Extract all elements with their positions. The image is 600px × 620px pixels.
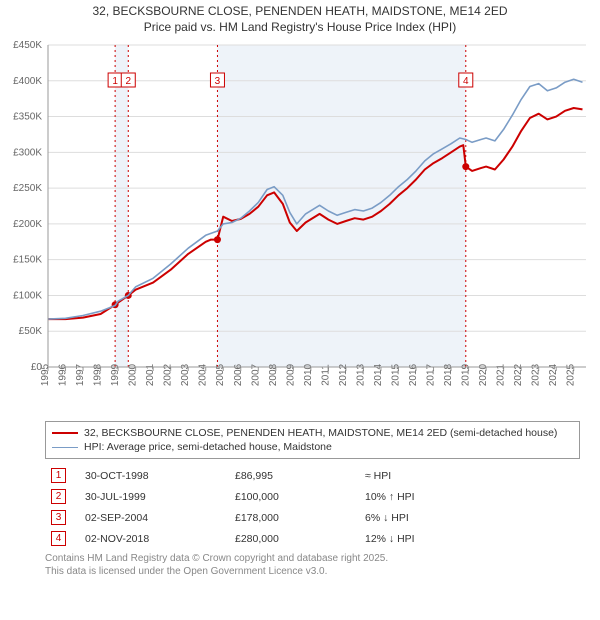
event-marker: 3 xyxy=(51,510,66,525)
event-date: 02-NOV-2018 xyxy=(79,528,229,549)
event-price: £86,995 xyxy=(229,465,359,486)
legend-swatch xyxy=(52,432,78,434)
y-tick-label: £350K xyxy=(13,112,42,123)
marker-badge-number: 4 xyxy=(463,76,469,87)
event-price: £280,000 xyxy=(229,528,359,549)
event-marker: 2 xyxy=(51,489,66,504)
y-tick-label: £200K xyxy=(13,219,42,230)
title-line-2: Price paid vs. HM Land Registry's House … xyxy=(6,20,594,36)
title-line-1: 32, BECKSBOURNE CLOSE, PENENDEN HEATH, M… xyxy=(6,4,594,20)
event-row: 1 30-OCT-1998£86,995≈ HPI xyxy=(45,465,580,486)
legend-swatch xyxy=(52,447,78,448)
marker-badge-number: 3 xyxy=(215,76,221,87)
y-tick-label: £150K xyxy=(13,255,42,266)
event-marker-cell: 4 xyxy=(45,528,79,549)
y-tick-label: £400K xyxy=(13,76,42,87)
series-dot xyxy=(462,163,469,170)
footer-line-1: Contains HM Land Registry data © Crown c… xyxy=(45,553,580,566)
series-dot xyxy=(214,236,221,243)
chart-area: £0£50K£100K£150K£200K£250K£300K£350K£400… xyxy=(0,37,600,417)
event-price: £178,000 xyxy=(229,507,359,528)
events-table: 1 30-OCT-1998£86,995≈ HPI 2 30-JUL-1999£100… xyxy=(45,465,580,549)
event-date: 02-SEP-2004 xyxy=(79,507,229,528)
event-row: 2 30-JUL-1999£100,00010% ↑ HPI xyxy=(45,486,580,507)
y-tick-label: £300K xyxy=(13,148,42,159)
event-date: 30-JUL-1999 xyxy=(79,486,229,507)
event-row: 3 02-SEP-2004£178,0006% ↓ HPI xyxy=(45,507,580,528)
event-marker-cell: 3 xyxy=(45,507,79,528)
event-marker: 4 xyxy=(51,531,66,546)
shaded-region xyxy=(115,45,128,367)
event-marker-cell: 1 xyxy=(45,465,79,486)
event-date: 30-OCT-1998 xyxy=(79,465,229,486)
y-tick-label: £50K xyxy=(19,326,43,337)
event-delta: 10% ↑ HPI xyxy=(359,486,580,507)
event-delta: ≈ HPI xyxy=(359,465,580,486)
footer-attribution: Contains HM Land Registry data © Crown c… xyxy=(45,553,580,578)
legend-item: HPI: Average price, semi-detached house,… xyxy=(52,440,573,454)
event-delta: 6% ↓ HPI xyxy=(359,507,580,528)
marker-badge-number: 2 xyxy=(125,76,131,87)
y-tick-label: £450K xyxy=(13,40,42,51)
event-row: 4 02-NOV-2018£280,00012% ↓ HPI xyxy=(45,528,580,549)
legend: 32, BECKSBOURNE CLOSE, PENENDEN HEATH, M… xyxy=(45,421,580,459)
event-marker-cell: 2 xyxy=(45,486,79,507)
legend-item: 32, BECKSBOURNE CLOSE, PENENDEN HEATH, M… xyxy=(52,426,573,440)
legend-label: 32, BECKSBOURNE CLOSE, PENENDEN HEATH, M… xyxy=(84,427,557,439)
y-tick-label: £100K xyxy=(13,291,42,302)
legend-label: HPI: Average price, semi-detached house,… xyxy=(84,441,332,453)
y-tick-label: £250K xyxy=(13,183,42,194)
event-delta: 12% ↓ HPI xyxy=(359,528,580,549)
chart-svg: £0£50K£100K£150K£200K£250K£300K£350K£400… xyxy=(0,37,600,417)
event-price: £100,000 xyxy=(229,486,359,507)
marker-badge-number: 1 xyxy=(112,76,118,87)
footer-line-2: This data is licensed under the Open Gov… xyxy=(45,566,580,579)
chart-title: 32, BECKSBOURNE CLOSE, PENENDEN HEATH, M… xyxy=(0,0,600,37)
event-marker: 1 xyxy=(51,468,66,483)
